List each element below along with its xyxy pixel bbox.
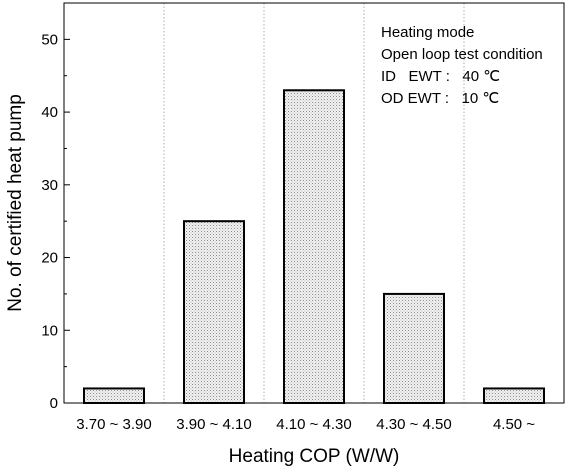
bar-3 (283, 89, 345, 404)
x-tick-label: 4.10 ~ 4.30 (276, 416, 351, 433)
x-axis-label: Heating COP (W/W) (229, 446, 400, 467)
bars (83, 89, 545, 405)
y-tick-label: 10 (41, 322, 58, 339)
plot-frame (63, 2, 565, 404)
y-tick-label: 30 (41, 177, 58, 194)
y-axis-ticks: 0 10 20 30 40 50 (41, 31, 70, 412)
bar-2 (183, 220, 245, 404)
annotation-line-1: Heating mode (381, 24, 474, 41)
y-tick-label: 50 (41, 31, 58, 48)
bar-4 (383, 292, 445, 404)
annotation-line-4: OD EWT : 10 ℃ (381, 90, 499, 107)
annotation-line-3: ID EWT : 40 ℃ (381, 68, 500, 85)
y-axis-label: No. of certified heat pump (5, 94, 26, 312)
annotation-line-2: Open loop test condition (381, 46, 543, 63)
annotation-box: Heating mode Open loop test condition ID… (381, 24, 543, 107)
x-tick-label: 4.50 ~ (493, 416, 535, 433)
bar-5 (483, 387, 545, 405)
y-tick-label: 0 (50, 395, 58, 412)
x-axis-ticks: 3.70 ~ 3.90 3.90 ~ 4.10 4.10 ~ 4.30 4.30 ~ … (76, 416, 535, 433)
y-tick-label: 40 (41, 104, 58, 121)
bar-1 (83, 387, 145, 405)
x-tick-label: 4.30 ~ 4.50 (376, 416, 451, 433)
y-tick-label: 20 (41, 250, 58, 267)
x-tick-label: 3.90 ~ 4.10 (176, 416, 251, 433)
grid-lines (163, 3, 465, 403)
x-tick-label: 3.70 ~ 3.90 (76, 416, 151, 433)
